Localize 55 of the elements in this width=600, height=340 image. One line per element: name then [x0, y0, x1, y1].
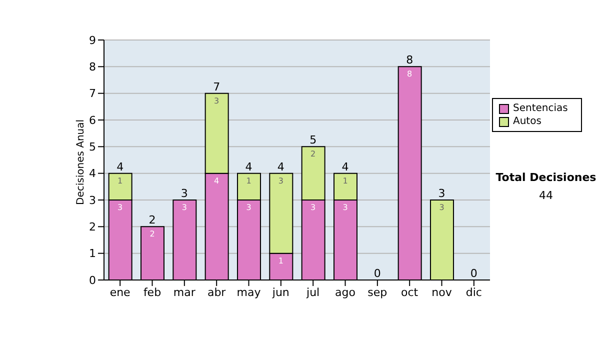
data-label: 3	[182, 203, 187, 212]
x-tick-label: dic	[466, 286, 482, 299]
text: 44	[538, 189, 554, 202]
y-tick-label: 1	[89, 247, 96, 260]
legend-label: Autos	[513, 115, 542, 128]
x-tick-label: jun	[271, 286, 290, 299]
data-label: 1	[246, 176, 252, 186]
y-tick-label: 8	[89, 60, 96, 74]
total-label: 0	[374, 267, 381, 280]
total-label: 0	[470, 267, 478, 280]
text: Total Decisiones	[494, 171, 598, 184]
data-label: 3	[214, 96, 220, 106]
data-label: 3	[278, 176, 284, 186]
y-axis-title: Decisiones Anual	[76, 119, 87, 205]
y-tick-label: 0	[89, 274, 96, 287]
total-label: 4	[342, 160, 349, 174]
total-label: 4	[277, 160, 284, 174]
y-tick-label: 5	[89, 140, 96, 154]
total-label: 8	[406, 54, 414, 67]
x-tick-label: may	[236, 286, 262, 299]
y-tick-label: 6	[89, 114, 96, 127]
data-label: 3	[342, 203, 348, 212]
data-label: 1	[118, 176, 123, 186]
x-tick-label: mar	[173, 286, 196, 299]
y-tick-label: 4	[89, 167, 96, 180]
data-label: 1	[342, 176, 348, 186]
data-label: 2	[310, 150, 316, 159]
legend-label: Sentencias	[513, 102, 568, 115]
data-label: 3	[310, 203, 316, 212]
data-label: 3	[439, 203, 444, 212]
total-label: 3	[180, 187, 188, 200]
x-tick-label: ene	[110, 286, 131, 299]
x-tick-label: jul	[306, 286, 320, 299]
total-label: 7	[213, 80, 220, 94]
total-label: 4	[245, 160, 252, 174]
y-tick-label: 9	[89, 34, 96, 47]
total-label: 3	[438, 187, 446, 200]
total-label: 4	[116, 160, 124, 174]
data-label: 4	[214, 176, 220, 186]
data-label: 1	[278, 256, 284, 266]
data-label: 8	[407, 70, 412, 79]
y-tick-label: 2	[89, 220, 96, 234]
data-label: 3	[118, 203, 123, 212]
total-label: 2	[148, 214, 156, 227]
x-tick-label: oct	[401, 286, 419, 299]
x-tick-label: nov	[432, 286, 452, 299]
data-label: 2	[150, 230, 155, 239]
total-label: 5	[310, 134, 317, 147]
data-label: 3	[246, 203, 252, 212]
y-tick-label: 7	[89, 87, 96, 100]
x-tick-label: sep	[368, 286, 388, 299]
x-tick-label: abr	[207, 286, 226, 299]
y-tick-label: 3	[89, 194, 96, 207]
x-tick-label: ago	[335, 286, 356, 299]
x-tick-label: feb	[143, 286, 162, 299]
